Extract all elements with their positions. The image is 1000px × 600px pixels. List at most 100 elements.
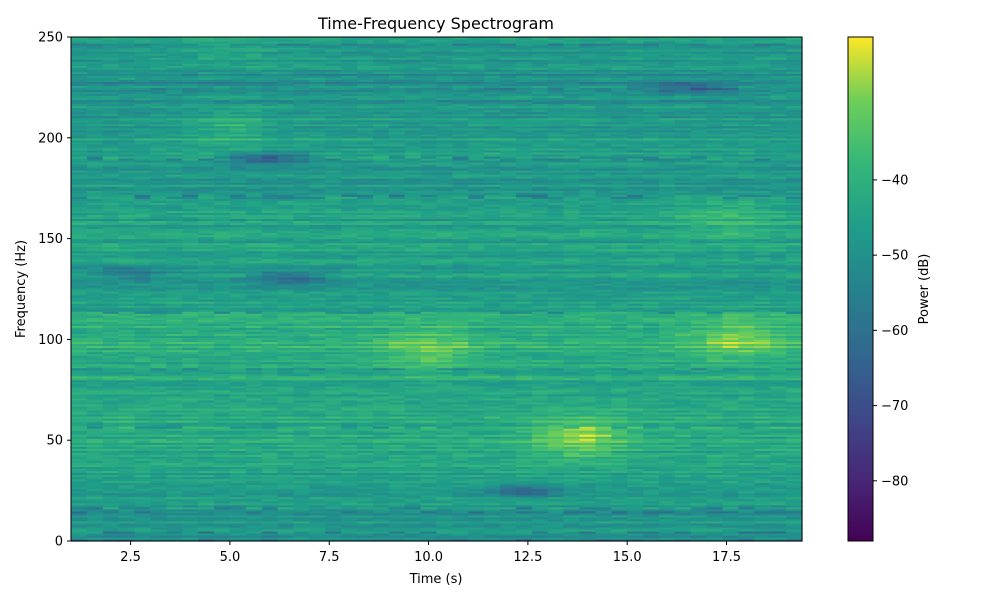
heatmap-cell	[182, 498, 199, 502]
heatmap-cell	[627, 403, 644, 407]
heatmap-cell	[500, 434, 517, 437]
heatmap-cell	[786, 450, 803, 453]
heatmap-cell	[706, 498, 724, 502]
heatmap-cell	[738, 411, 755, 415]
heatmap-cell	[531, 418, 549, 421]
heatmap-cell	[452, 476, 469, 480]
heatmap-cell	[738, 482, 755, 486]
heatmap-cell	[293, 411, 310, 415]
heatmap-cell	[690, 418, 708, 421]
heatmap-cell	[770, 397, 787, 401]
heatmap-cell	[531, 454, 549, 457]
heatmap-cell	[261, 371, 279, 375]
heatmap-cell	[452, 502, 469, 506]
heatmap-cell	[500, 351, 517, 355]
heatmap-cell	[436, 365, 453, 369]
heatmap-cell	[547, 526, 565, 530]
heatmap-cell	[309, 526, 326, 530]
heatmap-cell	[500, 377, 517, 381]
heatmap-cell	[245, 422, 263, 425]
heatmap-cell	[261, 401, 279, 405]
heatmap-cell	[372, 508, 390, 512]
heatmap-cell	[690, 353, 708, 357]
heatmap-cell	[388, 377, 406, 381]
heatmap-cell	[86, 379, 104, 383]
heatmap-cell	[293, 393, 310, 397]
heatmap-cell	[372, 494, 390, 498]
heatmap-cell	[404, 371, 422, 375]
heatmap-cell	[579, 464, 597, 468]
heatmap-cell	[770, 484, 787, 488]
heatmap-cell	[595, 474, 612, 478]
heatmap-cell	[436, 504, 453, 508]
heatmap-cell	[293, 359, 310, 363]
heatmap-cell	[547, 337, 565, 340]
heatmap-cell	[388, 488, 406, 492]
heatmap-cell	[134, 460, 152, 463]
heatmap-cell	[579, 420, 597, 423]
heatmap-cell	[658, 532, 676, 536]
heatmap-cell	[134, 389, 152, 393]
heatmap-cell	[229, 502, 247, 506]
heatmap-cell	[611, 492, 628, 496]
heatmap-cell	[325, 395, 342, 399]
heatmap-cell	[468, 331, 485, 334]
heatmap-cell	[452, 409, 469, 413]
heatmap-cell	[547, 347, 565, 351]
heatmap-cell	[643, 359, 660, 363]
heatmap-cell	[293, 442, 310, 445]
heatmap-cell	[245, 323, 263, 326]
heatmap-cell	[500, 528, 517, 532]
heatmap-cell	[388, 405, 406, 409]
heatmap-cell	[293, 403, 310, 407]
heatmap-cell	[563, 405, 581, 409]
heatmap-cell	[706, 381, 724, 385]
heatmap-cell	[595, 504, 612, 508]
heatmap-cell	[293, 438, 310, 441]
heatmap-cell	[515, 321, 533, 324]
heatmap-cell	[182, 538, 199, 542]
heatmap-cell	[706, 397, 724, 401]
heatmap-cell	[754, 365, 771, 369]
heatmap-cell	[515, 385, 533, 389]
heatmap-cell	[150, 389, 167, 393]
heatmap-cell	[325, 522, 342, 526]
heatmap-cell	[436, 395, 453, 399]
heatmap-cell	[118, 430, 136, 433]
heatmap-cell	[293, 488, 310, 492]
heatmap-cell	[198, 432, 215, 435]
heatmap-cell	[245, 476, 263, 480]
heatmap-cell	[229, 333, 247, 336]
heatmap-cell	[229, 486, 247, 490]
heatmap-cell	[706, 468, 724, 472]
heatmap-cell	[229, 500, 247, 504]
heatmap-cell	[309, 337, 326, 340]
heatmap-cell	[71, 383, 88, 387]
heatmap-cell	[452, 335, 469, 338]
heatmap-cell	[786, 424, 803, 427]
heatmap-cell	[452, 345, 469, 349]
heatmap-cell	[515, 393, 533, 397]
heatmap-cell	[372, 492, 390, 496]
heatmap-cell	[309, 438, 326, 441]
heatmap-cell	[309, 500, 326, 504]
heatmap-cell	[706, 510, 724, 514]
heatmap-cell	[71, 472, 88, 476]
heatmap-cell	[182, 331, 199, 334]
heatmap-cell	[547, 490, 565, 494]
heatmap-cell	[547, 520, 565, 524]
heatmap-cell	[738, 508, 755, 512]
heatmap-cell	[166, 484, 183, 488]
heatmap-cell	[341, 383, 358, 387]
heatmap-cell	[579, 474, 597, 478]
heatmap-cell	[293, 422, 310, 425]
heatmap-cell	[547, 377, 565, 381]
heatmap-cell	[134, 430, 152, 433]
heatmap-cell	[722, 454, 740, 457]
heatmap-cell	[229, 464, 247, 468]
heatmap-cell	[293, 514, 310, 518]
heatmap-cell	[198, 532, 215, 536]
heatmap-cell	[531, 524, 549, 528]
heatmap-cell	[118, 452, 136, 455]
heatmap-cell	[86, 504, 104, 508]
